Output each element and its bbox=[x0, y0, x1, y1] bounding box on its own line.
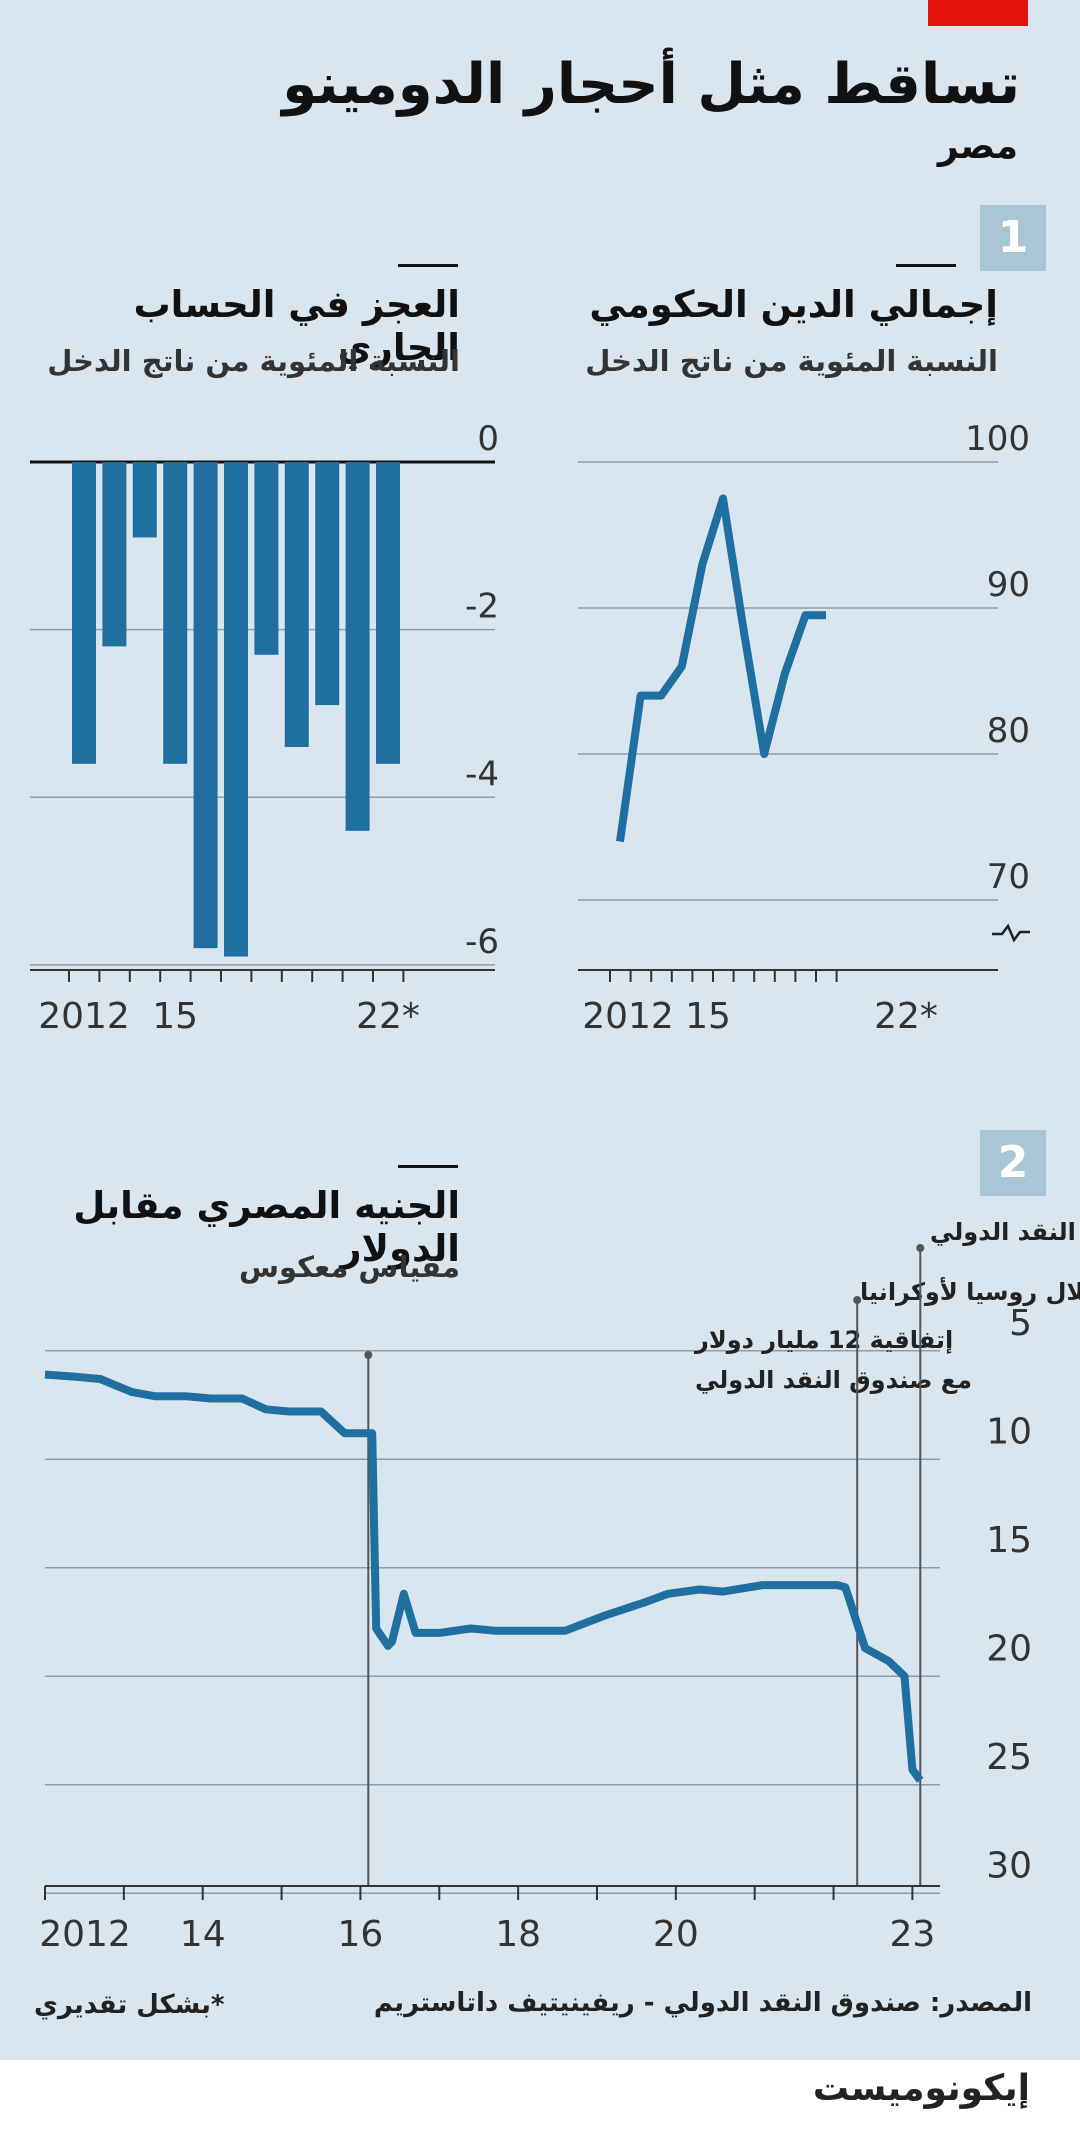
debt-y-tick: 70 bbox=[987, 857, 1030, 897]
estimate-note: *بشكل تقديري bbox=[34, 1990, 225, 2020]
currency-chart: 5 10 15 20 25 30 إتفاقية 12 مليار دولار مع صندو… bbox=[39, 1218, 1080, 1955]
currency-line bbox=[44, 1370, 924, 1783]
footer-bar: إيكونوميست bbox=[0, 2060, 1080, 2130]
source-note: المصدر: صندوق النقد الدولي - ريفينيتيف د… bbox=[373, 1988, 1032, 2018]
currency-event-marker bbox=[853, 1296, 862, 1304]
debt-chart-unit: النسبة المئوية من ناتج الدخل bbox=[585, 344, 998, 378]
page-title: تساقط مثل أحجار الدومينو bbox=[282, 52, 1020, 117]
currency-y-tick: 10 bbox=[986, 1411, 1032, 1452]
deficit-chart-title: العجز في الحساب الجاري bbox=[133, 283, 460, 369]
currency-y-tick: 30 bbox=[986, 1845, 1032, 1886]
debt-y-tick: 80 bbox=[987, 711, 1030, 751]
deficit-bar bbox=[193, 462, 218, 949]
currency-event-label: إتفاقية 12 مليار دولار bbox=[694, 1326, 953, 1354]
currency-y-tick: 25 bbox=[986, 1737, 1032, 1778]
deficit-y-tick: -2 bbox=[465, 587, 499, 627]
currency-x-label: 14 bbox=[180, 1914, 226, 1955]
deficit-x-label: 22* bbox=[356, 996, 420, 1037]
debt-x-label: 2012 bbox=[582, 996, 674, 1037]
currency-x-label: 18 bbox=[495, 1914, 541, 1955]
debt-y-tick: 90 bbox=[987, 565, 1030, 605]
deficit-bar bbox=[345, 462, 370, 831]
deficit-y-tick: 0 bbox=[477, 419, 499, 459]
deficit-bar bbox=[132, 462, 157, 538]
deficit-y-tick: -6 bbox=[465, 922, 499, 962]
currency-chart-title: الجنيه المصري مقابل الدولار bbox=[73, 1184, 460, 1270]
page-subtitle: مصر bbox=[937, 126, 1018, 167]
deficit-bar bbox=[102, 462, 127, 647]
debt-x-label: 22* bbox=[874, 996, 938, 1037]
currency-title-rule bbox=[398, 1165, 458, 1168]
debt-line bbox=[616, 494, 826, 843]
deficit-bar bbox=[224, 462, 248, 957]
currency-event-label: احتلال روسيا لأوكرانيا bbox=[860, 1277, 1080, 1306]
debt-title-rule bbox=[896, 264, 956, 267]
deficit-bar bbox=[163, 462, 188, 764]
currency-y-tick: 5 bbox=[1009, 1303, 1032, 1344]
currency-event-label: إتفاقية 3 مليار دولار مع صندوق النقد الد… bbox=[930, 1218, 1080, 1246]
currency-event-marker bbox=[364, 1351, 373, 1359]
brand-name: إيكونوميست bbox=[812, 2068, 1030, 2109]
deficit-title-rule bbox=[398, 264, 458, 267]
deficit-bar bbox=[315, 462, 340, 706]
currency-x-label: 20 bbox=[653, 1914, 699, 1955]
currency-event-marker bbox=[916, 1244, 925, 1252]
deficit-bar bbox=[254, 462, 279, 655]
deficit-bar bbox=[72, 462, 96, 764]
currency-x-label: 23 bbox=[889, 1914, 935, 1955]
panel2-number: 2 bbox=[980, 1130, 1046, 1196]
currency-y-tick: 20 bbox=[986, 1628, 1032, 1669]
panel1-number: 1 bbox=[980, 205, 1046, 271]
currency-chart-unit: مقياس معكوس bbox=[238, 1250, 460, 1284]
currency-x-label: 2012 bbox=[39, 1914, 131, 1955]
deficit-bar bbox=[284, 462, 309, 747]
debt-chart: 100 90 80 70 2012 15 22* bbox=[578, 419, 1030, 1037]
deficit-y-tick: -4 bbox=[465, 754, 499, 794]
currency-x-label: 16 bbox=[338, 1914, 384, 1955]
background bbox=[0, 0, 1080, 2060]
deficit-x-label: 2012 bbox=[38, 996, 130, 1037]
debt-x-label: 15 bbox=[685, 996, 731, 1037]
debt-axis-break bbox=[992, 923, 1030, 943]
deficit-chart: 0 -2 -4 -6 2012 15 22* bbox=[30, 419, 499, 1037]
currency-y-tick: 15 bbox=[986, 1520, 1032, 1561]
debt-chart-title: إجمالي الدين الحكومي bbox=[589, 283, 998, 326]
brand-red-bar bbox=[928, 0, 1028, 26]
debt-y-tick: 100 bbox=[965, 419, 1030, 459]
deficit-x-label: 15 bbox=[152, 996, 198, 1037]
deficit-chart-unit: النسبة المئوية من ناتج الدخل bbox=[47, 344, 460, 378]
deficit-bar bbox=[376, 462, 400, 764]
currency-event-label: مع صندوق النقد الدولي bbox=[695, 1366, 972, 1394]
